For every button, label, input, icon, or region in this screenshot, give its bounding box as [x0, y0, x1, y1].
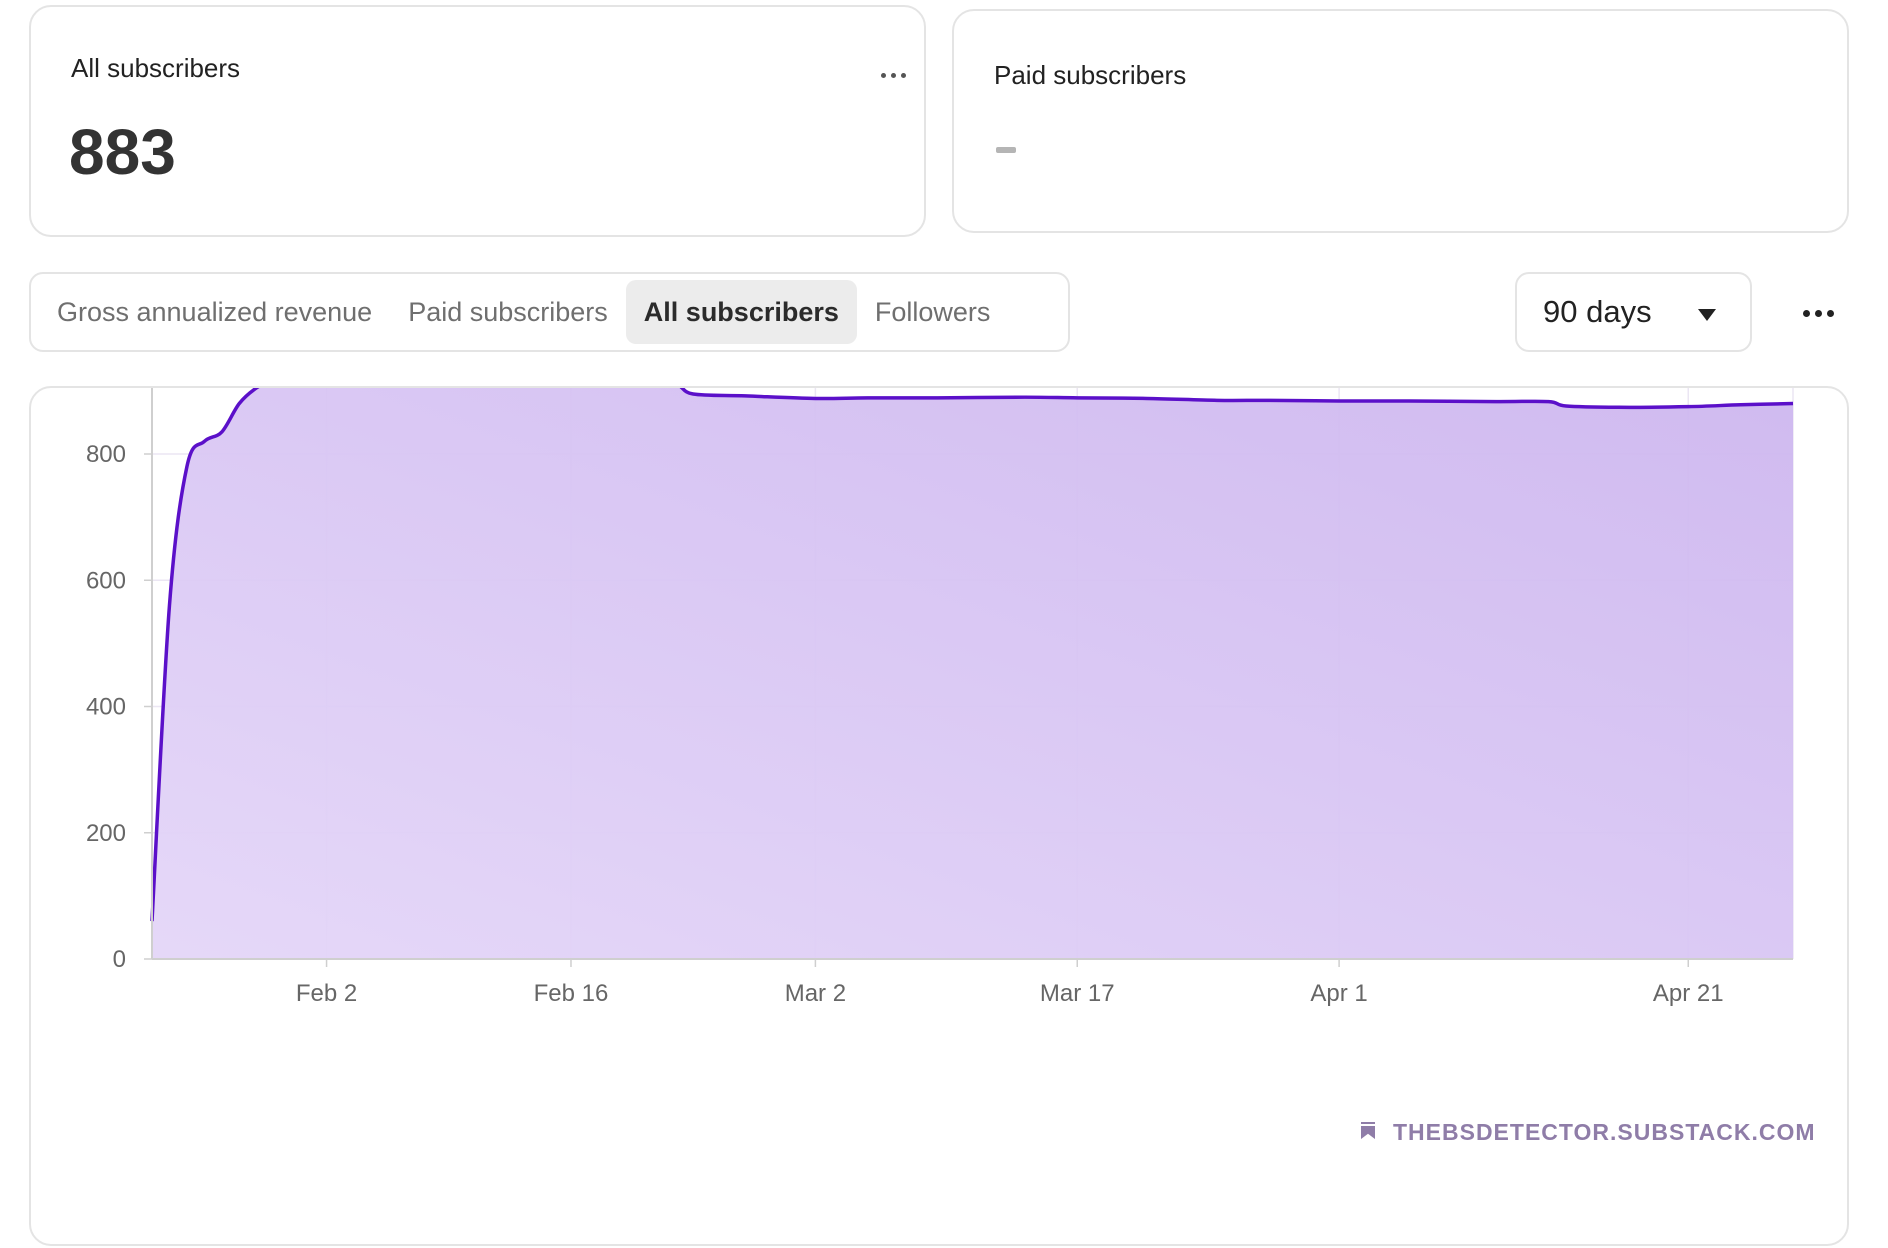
- metric-tabs: Gross annualized revenue Paid subscriber…: [29, 272, 1070, 352]
- x-tick-label: Feb 16: [534, 980, 609, 1007]
- subscriber-chart: 0 200 400 600 800 Feb 2 Feb 16 Mar 2 Mar 17 Apr 1…: [86, 388, 1816, 1145]
- bookmark-icon: [1359, 1120, 1377, 1143]
- tab-paid-subscribers[interactable]: Paid subscribers: [408, 296, 608, 327]
- y-tick-label: 200: [86, 820, 126, 847]
- x-tick-label: Apr 1: [1310, 980, 1367, 1007]
- tab-gross-annualized-revenue[interactable]: Gross annualized revenue: [57, 296, 373, 327]
- all-subscribers-card-title: All subscribers: [71, 53, 241, 83]
- watermark-text: THEBSDETECTOR.SUBSTACK.COM: [1393, 1119, 1816, 1145]
- all-subscribers-count: 883: [69, 116, 176, 188]
- tab-all-subscribers[interactable]: All subscribers: [625, 280, 857, 344]
- time-range-value: 90 days: [1543, 294, 1652, 329]
- tab-followers[interactable]: Followers: [874, 296, 991, 327]
- all-subscribers-card: All subscribers 883: [29, 5, 926, 237]
- time-range-select[interactable]: 90 days: [1515, 272, 1752, 352]
- more-horizontal-icon[interactable]: [1792, 301, 1844, 325]
- x-tick-label: Mar 17: [1040, 980, 1115, 1007]
- caret-down-icon: [1698, 309, 1716, 321]
- y-tick-label: 600: [86, 567, 126, 594]
- watermark: THEBSDETECTOR.SUBSTACK.COM: [1359, 1119, 1816, 1145]
- subscriber-chart-card: 0 200 400 600 800 Feb 2 Feb 16 Mar 2 Mar 17 Apr 1…: [29, 386, 1849, 1246]
- x-tick-label: Mar 2: [785, 980, 846, 1007]
- paid-subscribers-empty-value: [996, 147, 1016, 153]
- paid-subscribers-card-title: Paid subscribers: [994, 60, 1187, 90]
- more-horizontal-icon[interactable]: [871, 63, 915, 87]
- x-tick-label: Apr 21: [1653, 980, 1724, 1007]
- y-tick-label: 400: [86, 694, 126, 721]
- x-tick-label: Feb 2: [296, 980, 357, 1007]
- paid-subscribers-card: Paid subscribers: [952, 9, 1849, 233]
- series-area: [152, 388, 1793, 959]
- y-tick-label: 0: [113, 946, 126, 973]
- y-tick-label: 800: [86, 441, 126, 468]
- series-line: [150, 388, 1794, 922]
